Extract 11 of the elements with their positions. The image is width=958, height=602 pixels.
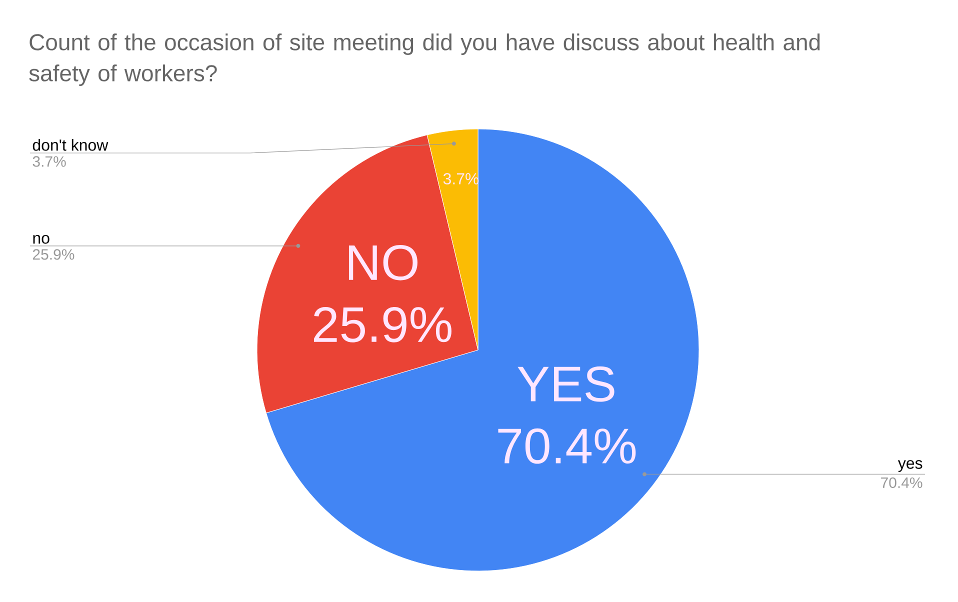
data-label: 3.7% [32,156,66,167]
chart-title: Count of the occasion of site meeting did you have discuss about health and safety of workers? [29,34,820,86]
slice-label: no [33,234,50,244]
slice-label: yes [898,460,922,472]
data-label: 70.4% [881,477,922,488]
text: 25.9% [314,306,452,342]
slice-label: don't know [32,139,108,151]
text: 70.4% [498,428,636,464]
text: YES [518,366,614,402]
data-label: 25.9% [32,249,74,260]
text: NO [348,244,418,280]
